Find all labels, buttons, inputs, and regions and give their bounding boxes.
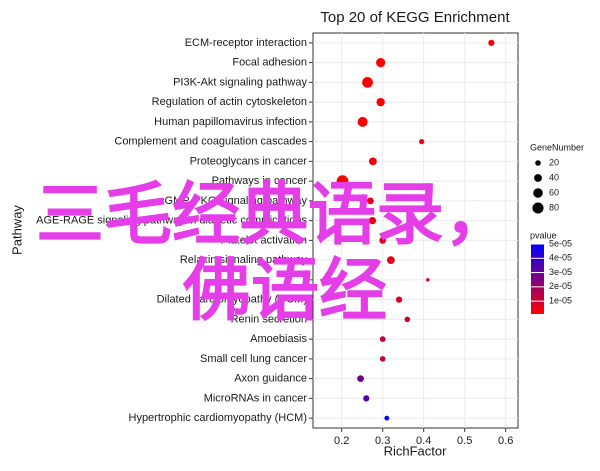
- y-tick-label: Pathways in cancer: [212, 175, 308, 187]
- y-tick-label: Complement and coagulation cascades: [114, 136, 307, 148]
- bubble: [367, 197, 374, 205]
- y-tick-label: Hypertrophic cardiomyopathy (HCM): [129, 412, 308, 424]
- y-tick-label: Amoebiasis: [250, 333, 307, 345]
- x-tick-label: 0.3: [375, 435, 390, 447]
- bubble: [404, 316, 411, 323]
- size-legend-dot: [533, 188, 543, 198]
- size-legend-dot: [535, 160, 541, 166]
- overlay-text: 佛语经: [182, 252, 387, 331]
- size-legend-dot: [532, 202, 544, 214]
- color-tick-label: 5e-05: [549, 238, 572, 248]
- bubble: [488, 39, 495, 46]
- size-legend-label: 80: [549, 202, 559, 212]
- size-legend-label: 40: [549, 172, 559, 182]
- color-tick-label: 1e-05: [549, 296, 572, 306]
- x-tick-label: 0.4: [416, 435, 431, 447]
- y-tick-label: ECM-receptor interaction: [185, 37, 307, 49]
- size-legend-title: GeneNumber: [530, 142, 584, 152]
- y-tick-label: Axon guidance: [234, 373, 307, 385]
- bubble: [379, 336, 386, 343]
- y-tick-label: Regulation of actin cytoskeleton: [152, 96, 307, 108]
- plot-panel: [312, 32, 519, 429]
- bubble: [376, 97, 385, 107]
- size-legend-label: 60: [549, 187, 559, 197]
- size-legend-label: 20: [549, 157, 559, 167]
- bubble: [419, 138, 425, 145]
- y-tick-label: Renin secretion: [231, 313, 307, 325]
- y-tick-label: Relaxin signaling pathway: [180, 254, 308, 266]
- y-axis-title: Pathway: [9, 205, 24, 255]
- color-bar: [531, 244, 544, 314]
- bubble: [386, 256, 395, 265]
- bubble: [426, 278, 430, 282]
- x-tick-label: 0.5: [457, 435, 472, 447]
- overlay-text: 三毛经典语录，: [36, 176, 512, 255]
- bubble: [357, 116, 368, 127]
- bubble: [363, 395, 370, 402]
- x-tick-label: 0.6: [498, 435, 513, 447]
- y-tick-label: Small cell lung cancer: [200, 353, 307, 365]
- y-tick-label: AGE-RAGE signaling pathway in diabetic c…: [36, 215, 307, 227]
- color-tick-label: 4e-05: [549, 253, 572, 263]
- bubble: [368, 157, 377, 166]
- y-tick-label: cGMP-PKG signaling pathway: [159, 195, 307, 207]
- bubble: [396, 296, 403, 303]
- y-tick-label: Platelet activation: [221, 234, 307, 246]
- bubble: [379, 236, 387, 244]
- y-tick-label: Dilated cardiomyopathy (DCM): [157, 294, 307, 306]
- color-tick-label: 2e-05: [549, 281, 572, 291]
- color-tick-label: 3e-05: [549, 267, 572, 277]
- y-tick-label: PI3K-Akt signaling pathway: [173, 76, 307, 88]
- bubble: [368, 216, 377, 225]
- bubble: [357, 375, 364, 383]
- bubble: [376, 58, 386, 68]
- size-legend-dot: [534, 174, 542, 182]
- bubble: [336, 175, 349, 188]
- y-tick-label: Proteoglycans in cancer: [190, 155, 308, 167]
- y-tick-label: Human papillomavirus infection: [154, 116, 307, 128]
- chart-title: Top 20 of KEGG Enrichment: [320, 9, 510, 26]
- bubble: [362, 77, 373, 88]
- bubble: [384, 415, 390, 421]
- x-tick-label: 0.2: [334, 435, 349, 447]
- bubble: [379, 356, 386, 362]
- y-tick-label: Focal adhesion: [232, 57, 307, 69]
- x-axis-title: RichFactor: [384, 443, 448, 458]
- y-tick-label: MicroRNAs in cancer: [204, 392, 308, 404]
- color-legend-title: pvalue: [530, 230, 557, 240]
